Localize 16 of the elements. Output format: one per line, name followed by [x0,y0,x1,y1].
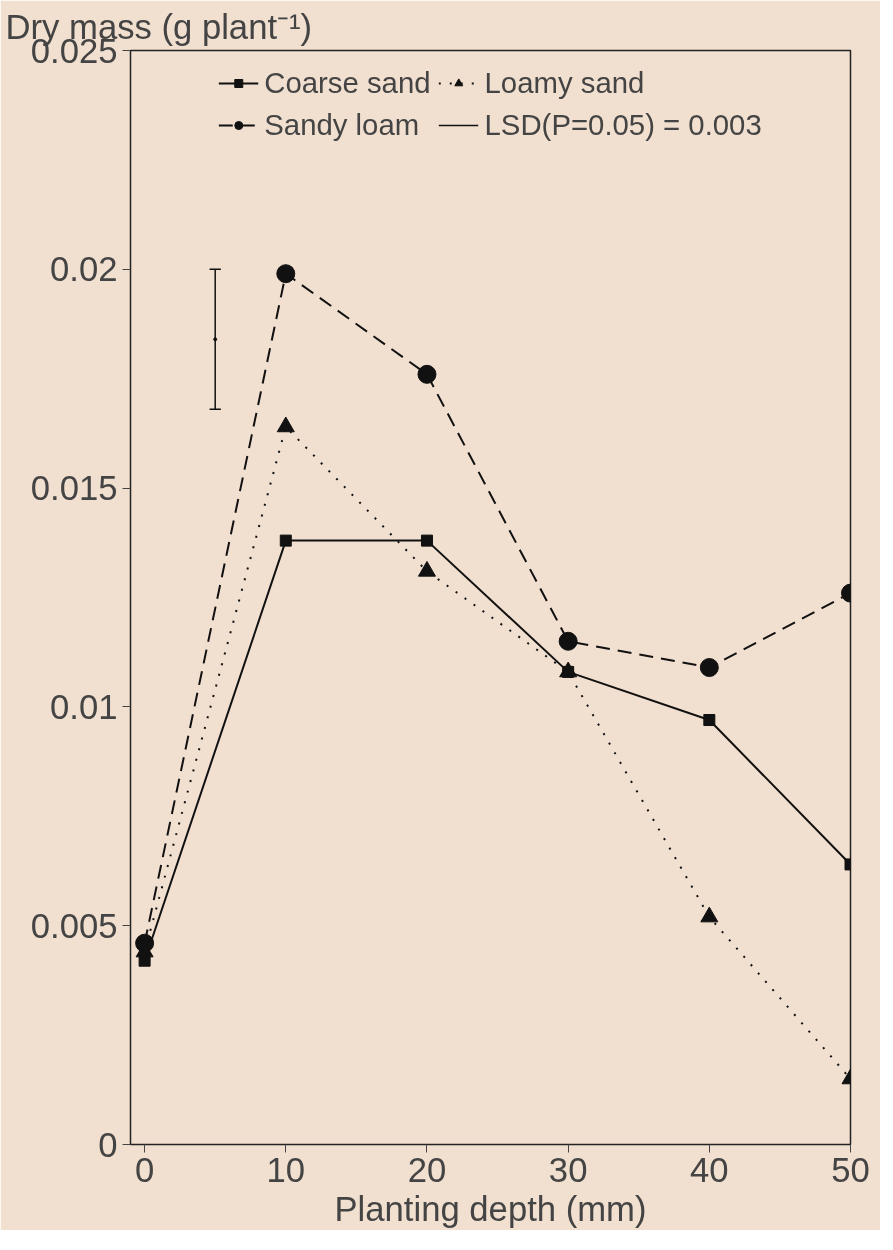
y-tick-label: 0 [98,1125,118,1164]
legend-label: Sandy loam [264,108,420,142]
legend-label: LSD(P=0.05) = 0.003 [484,108,762,142]
legend-label: Loamy sand [484,66,645,100]
y-tick-label: 0.005 [30,906,118,945]
y-tick-label: 0.01 [50,687,118,726]
x-tick-label: 10 [266,1150,306,1189]
x-tick-label: 50 [831,1150,870,1189]
x-tick-label: 20 [407,1150,447,1189]
x-tick-label: 0 [134,1150,155,1189]
x-tick-label: 30 [548,1150,588,1189]
x-tick-label: 40 [690,1150,729,1189]
y-tick-label: 0.015 [30,469,118,508]
x-axis-title: Planting depth (mm) [334,1189,647,1228]
legend-label: Coarse sand [264,66,431,100]
y-tick-label: 0.02 [50,250,118,289]
